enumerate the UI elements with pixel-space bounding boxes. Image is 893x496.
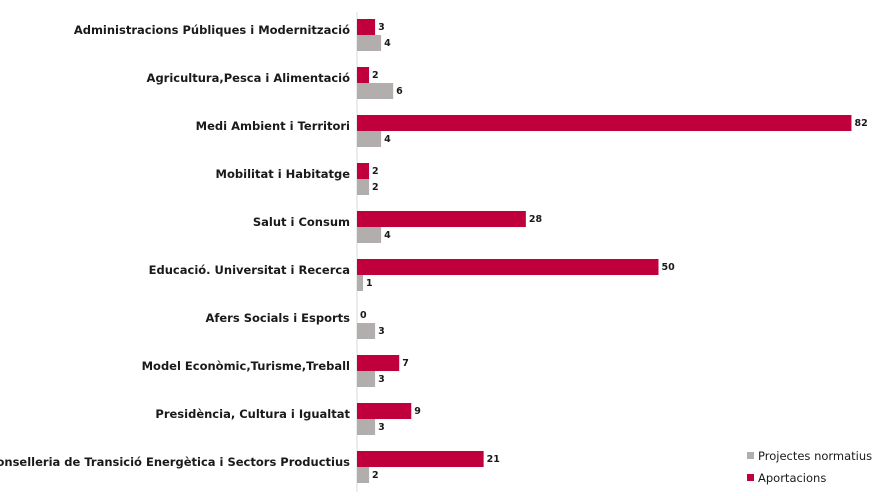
data-label-aportacions: 2 [372,166,379,177]
category-label: Model Econòmic,Turisme,Treball [142,359,350,373]
data-label-projectes: 2 [372,182,379,193]
data-label-projectes: 6 [396,86,403,97]
data-label-projectes: 3 [378,374,385,385]
category-label: Afers Socials i Esports [205,311,350,325]
category-label: Mobilitat i Habitatge [216,167,351,181]
data-label-aportacions: 0 [360,310,367,321]
bar-projectes [357,179,370,195]
data-label-projectes: 4 [384,230,391,241]
legend: Projectes normatius Aportacions [747,449,872,485]
legend-label-aportacions: Aportacions [758,471,826,485]
bar-aportacions [357,403,412,419]
data-label-aportacions: 9 [414,406,421,417]
bar-aportacions [357,259,659,275]
bar-projectes [357,467,370,483]
category-label: Educació. Universitat i Recerca [149,263,350,277]
bar-projectes [357,131,382,147]
legend-swatch-aportacions [747,474,754,481]
data-label-projectes: 4 [384,38,391,49]
bar-aportacions [357,19,376,35]
bar-projectes [357,83,394,99]
bar-projectes [357,323,376,339]
data-label-projectes: 3 [378,422,385,433]
data-label-aportacions: 21 [487,454,500,465]
data-label-projectes: 3 [378,326,385,337]
bar-projectes [357,227,382,243]
category-label: Agricultura,Pesca i Alimentació [147,71,351,85]
data-label-aportacions: 3 [378,22,385,33]
bar-aportacions [357,451,484,467]
category-label: Medi Ambient i Territori [196,119,350,133]
legend-swatch-projectes [747,452,754,459]
data-label-aportacions: 50 [662,262,676,273]
category-label: Salut i Consum [253,215,350,229]
bar-aportacions [357,163,370,179]
data-label-aportacions: 82 [854,118,867,129]
data-label-aportacions: 2 [372,70,379,81]
bar-projectes [357,35,382,51]
bar-aportacions [357,211,526,227]
data-label-projectes: 4 [384,134,391,145]
data-label-aportacions: 7 [402,358,409,369]
bar-projectes [357,419,376,435]
bars [357,19,852,483]
data-label-projectes: 2 [372,470,379,481]
bar-projectes [357,371,376,387]
data-label-projectes: 1 [366,278,373,289]
category-label: Presidència, Cultura i Igualtat [155,407,350,421]
bar-projectes [357,275,364,291]
legend-label-projectes: Projectes normatius [758,449,872,463]
category-label: Conselleria de Transició Energètica i Se… [0,455,350,469]
category-labels: Administracions Públiques i Modernitzaci… [0,23,350,469]
data-label-aportacions: 28 [529,214,543,225]
bar-aportacions [357,355,400,371]
bar-aportacions [357,115,852,131]
bar-aportacions [357,67,370,83]
category-label: Administracions Públiques i Modernitzaci… [74,23,350,37]
